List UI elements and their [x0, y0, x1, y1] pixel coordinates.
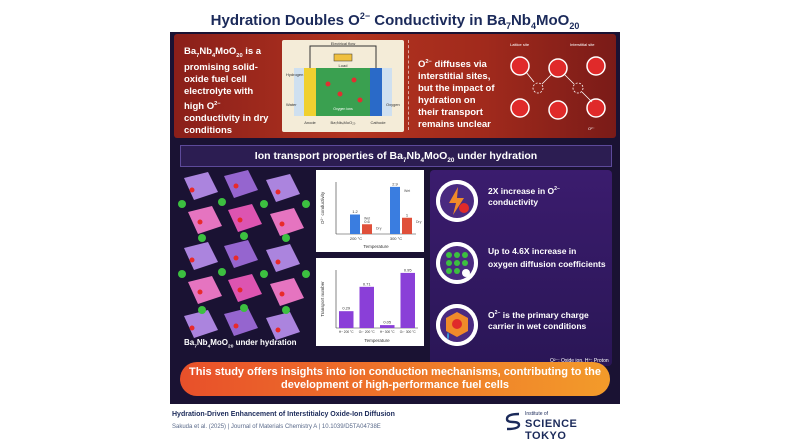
- crystal-structure-image: [178, 170, 314, 346]
- tick-label: 200 °C: [350, 236, 362, 241]
- lightning-icon: [436, 180, 478, 222]
- anode-label: Anode: [304, 120, 316, 125]
- y-axis-label: O²⁻ conductivity: [320, 191, 325, 224]
- particle-grid-icon: [436, 242, 478, 284]
- oxygen-label: Oxygen: [386, 102, 400, 107]
- value-label: 2.9: [392, 181, 398, 186]
- logo-small-text: Institute of: [525, 411, 549, 417]
- result-card-diffusion: Up to 4.6X increase in oxygen diffusion …: [436, 238, 606, 290]
- results-panel: 2X increase in O2− conductivity Up to 4.…: [430, 170, 612, 366]
- water-label: Water: [286, 102, 297, 107]
- result-text-carrier: O2− is the primary charge carrier in wet…: [488, 309, 589, 331]
- ion-label: O²⁻: [588, 126, 595, 131]
- logo-mark-icon: [505, 412, 521, 431]
- electrolyte-label: Ba₇Nb₄MoO₂₀: [331, 120, 356, 125]
- poster-title: Hydration Doubles O2− Conductivity in Ba…: [170, 0, 620, 32]
- series-label: Wet: [364, 217, 370, 221]
- value-label: 1: [406, 212, 409, 217]
- bar-wet-0: [350, 214, 360, 234]
- result-text-conductivity: 2X increase in O2− conductivity: [488, 185, 560, 207]
- series-label: Wet: [404, 189, 410, 193]
- bar-dry-0: [362, 224, 372, 234]
- oxygen-ion-label: Oxygen ions: [333, 107, 353, 111]
- tick-label: H⁺ 200 °C: [339, 330, 354, 334]
- electrical-flow-label: Electrical flow: [331, 41, 356, 46]
- result-text-diffusion: Up to 4.6X increase in oxygen diffusion …: [488, 246, 606, 269]
- transport-bar-1: [359, 286, 374, 328]
- value-label: 0.71: [363, 281, 372, 286]
- series-label: Dry: [416, 220, 422, 224]
- series-label: Dry: [376, 226, 382, 230]
- value-label: 1.2: [352, 209, 358, 214]
- value-label: 0.95: [404, 267, 413, 272]
- structure-label: Ba7Nb4MoO20 under hydration: [184, 338, 297, 350]
- band-divider: [408, 40, 409, 130]
- intro-text: Ba7Nb4MoO20 is a promising solid-oxide f…: [184, 46, 269, 137]
- interstitial-site-label: Interstitial site: [570, 42, 595, 47]
- interstitial-diffusion-diagram: Lattice site Interstitial site O²⁻: [504, 38, 612, 134]
- conductivity-chart: 1.2 Wet 0.6 Dry 200 °C 2.9 Wet 1 Dry 300 °C Temper…: [316, 170, 424, 252]
- intro-band: Ba7Nb4MoO20 is a promising solid-oxide f…: [174, 34, 616, 138]
- legend-note: O²⁻: Oxide ion, H⁺: Proton: [550, 358, 609, 364]
- value-label: 0.6: [364, 219, 370, 224]
- logo-big-text: SCIENCE TOKYO: [525, 418, 578, 442]
- x-axis-label: Temperature: [364, 338, 390, 343]
- conclusion-banner: This study offers insights into ion cond…: [180, 362, 610, 396]
- cathode-label: Cathode: [370, 120, 386, 125]
- y-axis-label: Transport number: [320, 281, 325, 317]
- bar-dry-1: [402, 217, 412, 234]
- citation: Sakuda et al. (2025) | Journal of Materi…: [172, 424, 381, 430]
- bar-wet-1: [390, 186, 400, 234]
- paper-title: Hydration-Driven Enhancement of Intersti…: [172, 411, 395, 418]
- lattice-site-label: Lattice site: [510, 42, 530, 47]
- transport-number-chart: 0.29 H⁺ 200 °C 0.71 O²⁻ 200 °C 0.05 H⁺ 300 °C…: [316, 258, 424, 346]
- load-label: Load: [339, 63, 348, 68]
- value-label: 0.29: [342, 306, 351, 311]
- x-axis-label: Temperature: [363, 244, 389, 249]
- infographic-poster: Hydration Doubles O2− Conductivity in Ba…: [170, 0, 620, 404]
- transport-bar-2: [380, 325, 395, 328]
- section-title: Ion transport properties of Ba7Nb4MoO20 …: [180, 145, 612, 167]
- transport-bar-0: [339, 311, 354, 328]
- value-label: 0.05: [383, 320, 392, 325]
- tick-label: 300 °C: [390, 236, 402, 241]
- result-card-conductivity: 2X increase in O2− conductivity: [436, 176, 606, 228]
- hydrogen-label: Hydrogen: [286, 72, 303, 77]
- institute-logo: Institute of SCIENCE TOKYO: [505, 409, 620, 442]
- tick-label: H⁺ 300 °C: [380, 330, 395, 334]
- hexagon-droplet-icon: [436, 304, 478, 346]
- fuel-cell-diagram: Electrical flow Load Hydrogen Water Oxyg…: [282, 40, 404, 132]
- diffusion-text: O2− diffuses via interstitial sites, but…: [418, 59, 495, 131]
- result-card-carrier: O2− is the primary charge carrier in wet…: [436, 300, 606, 352]
- transport-bar-3: [400, 272, 415, 328]
- tick-label: O²⁻ 200 °C: [359, 330, 376, 334]
- tick-label: O²⁻ 300 °C: [400, 330, 417, 334]
